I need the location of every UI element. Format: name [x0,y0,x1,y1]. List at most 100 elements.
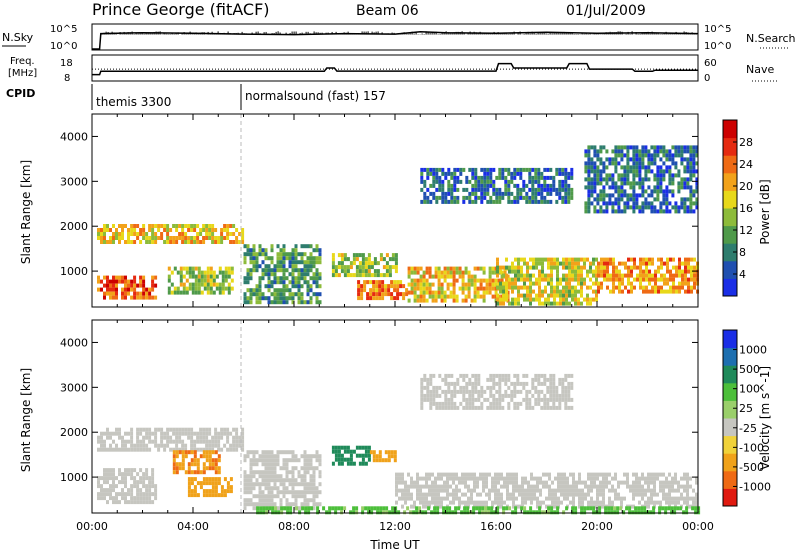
heatmap-cell [285,458,289,463]
heatmap-cell [562,273,565,278]
heatmap-cell [527,492,530,497]
heatmap-cell [484,506,488,511]
heatmap-cell [569,472,572,477]
heatmap-cell [602,484,605,489]
heatmap-cell [428,294,432,299]
heatmap-cell [638,484,641,489]
heatmap-cell [689,209,693,214]
heatmap-cell [261,502,265,507]
heatmap-cell [426,385,430,390]
heatmap-cell [276,244,280,249]
heatmap-cell [447,191,451,196]
heatmap-cell [300,268,304,273]
heatmap-cell [160,439,164,444]
heatmap-cell [273,502,277,507]
heatmap-cell [651,277,654,282]
heatmap-cell [623,193,627,198]
heatmap-cell [273,474,277,479]
heatmap-cell [145,496,149,501]
heatmap-cell [441,377,445,382]
heatmap-cell [468,179,472,184]
heatmap-cell [294,454,298,459]
heatmap-cell [477,195,481,200]
velocity-colorbar-tick-label: 25 [739,402,753,415]
heatmap-cell [394,269,398,274]
heatmap-cell [246,272,250,277]
heatmap-cell [423,191,427,196]
heatmap-cell [572,472,575,477]
heatmap-cell [121,476,124,481]
heatmap-cell [471,381,475,386]
heatmap-cell [243,260,247,265]
heatmap-cell [545,480,548,485]
heatmap-cell [145,443,149,448]
heatmap-cell [509,496,512,501]
nsearch-label: N.Search [746,32,796,45]
heatmap-cell [515,476,518,481]
heatmap-cell [208,493,212,498]
heatmap-cell [468,377,472,382]
heatmap-cell [279,502,283,507]
heatmap-cell [142,295,146,300]
heatmap-cell [689,173,693,178]
heatmap-cell [494,492,497,497]
heatmap-cell [543,167,547,172]
heatmap-cell [428,270,432,275]
heatmap-cell [315,248,319,253]
heatmap-cell [665,480,668,485]
heatmap-cell [202,493,206,498]
heatmap-cell [662,472,665,477]
heatmap-cell [312,454,316,459]
heatmap-cell [555,199,559,204]
heatmap-cell [461,480,464,485]
heatmap-cell [677,480,680,485]
heatmap-cell [574,301,577,306]
heatmap-cell [683,177,687,182]
heatmap-cell [633,261,636,266]
heatmap-cell [148,496,152,501]
heatmap-cell [303,462,307,467]
heatmap-cell [419,278,423,283]
heatmap-cell [220,232,224,236]
heatmap-cell [482,500,485,505]
heatmap-cell [474,199,478,204]
heatmap-cell [549,377,553,382]
heatmap-cell [544,257,547,262]
heatmap-cell [662,480,665,485]
heatmap-cell [447,187,451,192]
heatmap-cell [249,292,253,297]
heatmap-cell [596,209,600,214]
heatmap-cell [626,476,629,481]
heatmap-cell [196,236,200,240]
heatmap-cell [259,506,263,511]
heatmap-cell [133,443,137,448]
heatmap-cell [485,492,488,497]
heatmap-cell [583,265,586,270]
heatmap-cell [197,290,201,295]
heatmap-cell [151,283,155,288]
heatmap-cell [282,264,286,269]
heatmap-cell [605,480,608,485]
heatmap-cell [267,458,271,463]
heatmap-cell [246,280,250,285]
heatmap-cell [535,277,538,282]
heatmap-cell [312,490,316,495]
heatmap-cell [602,197,606,202]
heatmap-cell [160,431,164,436]
heatmap-cell [127,468,130,473]
heatmap-cell [136,443,140,448]
heatmap-cell [431,294,435,299]
heatmap-cell [106,431,109,436]
heatmap-cell [613,506,617,511]
heatmap-cell [537,175,541,180]
heatmap-cell [115,283,118,288]
heatmap-cell [306,470,310,475]
heatmap-cell [285,462,289,467]
heatmap-cell [420,377,424,382]
heatmap-cell [514,301,517,306]
heatmap-cell [252,506,256,511]
heatmap-cell [536,476,539,481]
heatmap-cell [106,472,109,477]
heatmap-cell [208,447,212,452]
heatmap-cell [217,439,221,444]
